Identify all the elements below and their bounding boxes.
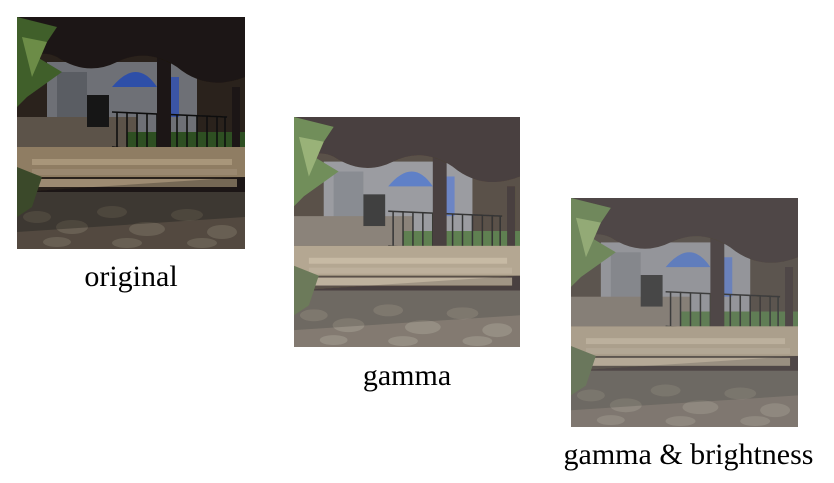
photo-original xyxy=(17,17,245,249)
photo-original-image xyxy=(17,17,245,249)
caption-gamma-brightness: gamma & brightness xyxy=(563,438,814,471)
photo-gamma-image xyxy=(294,117,520,347)
caption-original: original xyxy=(84,260,178,293)
photo-gamma-brightness-image xyxy=(571,198,798,427)
photo-gamma-brightness xyxy=(571,198,798,427)
photo-gamma xyxy=(294,117,520,347)
caption-gamma: gamma xyxy=(362,359,452,392)
